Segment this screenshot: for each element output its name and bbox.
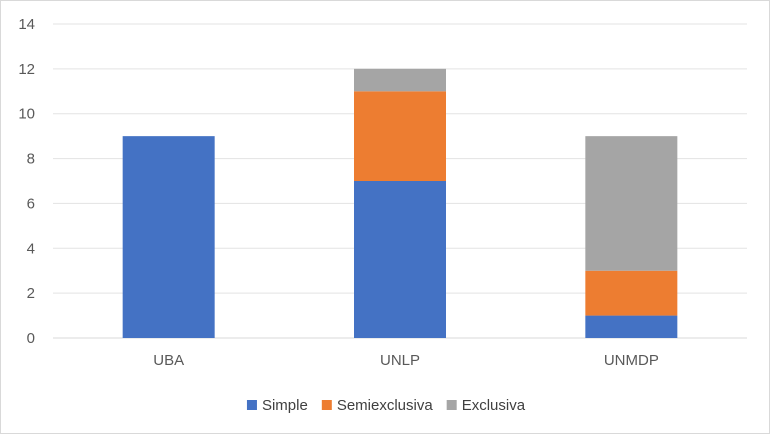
- y-tick-label: 8: [27, 151, 35, 168]
- x-tick-label: UBA: [153, 352, 184, 369]
- y-tick-label: 6: [27, 195, 35, 212]
- x-tick-label: UNLP: [380, 352, 420, 369]
- bar-exclusiva-unmdp: [585, 136, 678, 271]
- legend-label: Simple: [262, 397, 308, 414]
- y-tick-label: 10: [18, 106, 35, 123]
- y-tick-label: 2: [27, 285, 35, 302]
- y-tick-label: 0: [27, 330, 35, 347]
- bar-semiexclusiva-unmdp: [585, 270, 678, 316]
- legend-label: Exclusiva: [462, 397, 526, 414]
- bar-exclusiva-unlp: [354, 68, 446, 92]
- y-tick-label: 4: [27, 240, 35, 257]
- x-axis-ticks: UBA UNLP UNMDP: [153, 352, 659, 369]
- y-tick-label: 14: [18, 16, 35, 33]
- legend-swatch: [246, 400, 257, 410]
- x-tick-label: UNMDP: [604, 352, 659, 369]
- legend-item-exclusiva: Exclusiva: [446, 397, 526, 414]
- bar-simple-unmdp: [585, 315, 678, 338]
- legend-item-simple: Simple: [246, 397, 308, 414]
- legend-item-semiexclusiva: Semiexclusiva: [321, 397, 434, 414]
- legend-swatch: [321, 400, 332, 410]
- y-tick-label: 12: [18, 61, 35, 78]
- legend: Simple Semiexclusiva Exclusiva: [246, 397, 526, 414]
- bar-simple-unlp: [354, 181, 446, 338]
- bar-simple-uba: [122, 136, 215, 338]
- legend-swatch: [446, 400, 457, 410]
- y-axis-ticks: 0 2 4 6 8 10 12 14: [18, 16, 35, 347]
- bars: [122, 68, 678, 338]
- legend-label: Semiexclusiva: [337, 397, 434, 414]
- bar-semiexclusiva-unlp: [354, 91, 446, 181]
